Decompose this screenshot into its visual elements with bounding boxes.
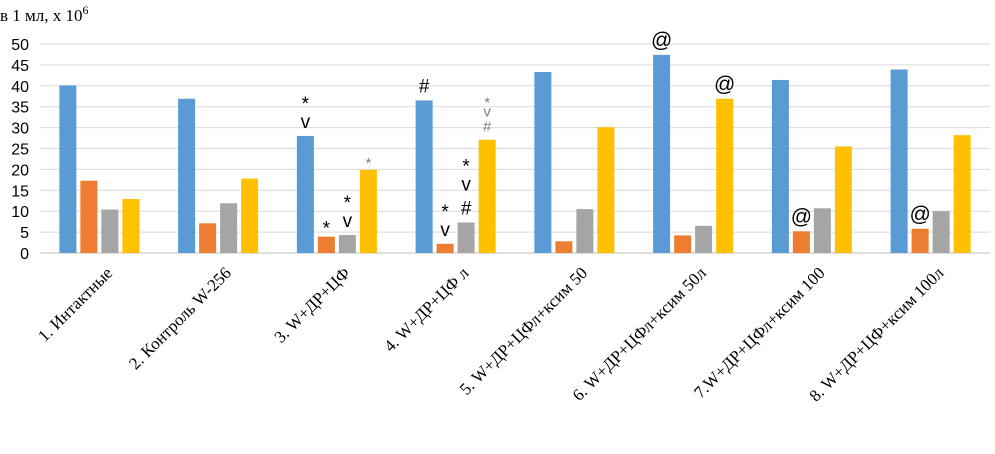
y-tick-label-0: 0: [20, 246, 29, 263]
bar-5-series-2: [555, 241, 573, 253]
bar-7-series-1: [771, 79, 789, 253]
bar-1-series-3: [101, 209, 119, 253]
bar-6-series-3: [695, 225, 713, 253]
y-tick-label-30: 30: [11, 121, 29, 138]
bars: [59, 54, 971, 254]
bar-6-series-1: [653, 54, 671, 254]
bar-8-series-4: [953, 135, 971, 253]
annotation-11-1: @: [791, 205, 812, 228]
bar-3-series-1: [296, 135, 314, 253]
bar-7-series-3: [813, 208, 831, 253]
x-category-label-7: 7.W+ДР+ЦФл+ксим 100: [690, 263, 829, 402]
bar-6-series-2: [674, 235, 692, 253]
annotation-3-1: v: [343, 211, 353, 232]
y-tick-label-5: 5: [20, 225, 29, 242]
x-category-label-8: 8. W+ДР+ЦФ+ксим 100л: [806, 263, 948, 405]
bar-2-series-4: [241, 178, 259, 253]
annotation-8-1: #: [483, 119, 492, 136]
y-tick-label-10: 10: [11, 204, 29, 221]
annotation-8-3: *: [484, 95, 490, 112]
x-category-label-6: 6. W+ДР+ЦФл+ксим 50л: [569, 263, 711, 405]
annotation-8-2: v: [483, 104, 491, 121]
y-tick-label-45: 45: [11, 58, 29, 75]
x-category-label-4: 4. W+ДР+ЦФ л: [380, 263, 473, 356]
annotation-1-1: v: [301, 112, 311, 133]
bar-2-series-2: [199, 223, 217, 253]
bar-1-series-2: [80, 180, 98, 253]
annotation-4-1: *: [365, 155, 371, 172]
annotation-7-3: *: [462, 156, 470, 177]
bar-8-series-3: [932, 211, 950, 253]
bar-3-series-2: [317, 236, 335, 253]
y-axis-label: в 1 мл, х 106: [0, 3, 89, 25]
bar-3-series-3: [338, 235, 356, 253]
significance-markers: v** v**#v* #v*#v*@@@ @: [301, 29, 931, 241]
annotation-9-1: @: [651, 29, 672, 52]
bar-1-series-1: [59, 85, 77, 254]
annotation-6-2: *: [441, 202, 449, 223]
bar-8-series-2: [911, 228, 929, 253]
grid-lines: [40, 43, 990, 254]
y-tick-labels: 0 5 10 15 20 25 30 35 40 45 50: [11, 37, 29, 263]
x-category-labels: 1. Интактные 2. Контроль W-256 3. W+ДР+ЦФ 4…: [34, 263, 948, 405]
bar-8-series-1: [890, 69, 908, 253]
y-axis-label-exponent: 6: [83, 3, 89, 17]
bar-7-series-2: [792, 231, 810, 253]
bar-1-series-4: [122, 199, 140, 253]
y-tick-label-40: 40: [11, 79, 29, 96]
bar-7-series-4: [834, 146, 852, 253]
bar-5-series-3: [576, 209, 594, 253]
bar-4-series-2: [436, 243, 454, 253]
bar-4-series-1: [415, 100, 433, 254]
bar-3-series-4: [359, 169, 377, 253]
annotation-3-2: *: [344, 193, 352, 214]
y-tick-label-25: 25: [11, 142, 29, 159]
x-category-label-5: 5. W+ДР+ЦФл+ксим 50: [456, 263, 591, 398]
x-category-label-1: 1. Интактные: [34, 263, 116, 345]
annotation-6-1: v: [440, 220, 450, 241]
bar-5-series-1: [534, 72, 552, 253]
y-axis-label-main: в 1 мл, х 10: [0, 6, 83, 25]
bar-4-series-3: [457, 222, 475, 253]
bar-4-series-4: [478, 139, 496, 253]
y-tick-label-35: 35: [11, 100, 29, 117]
bar-2-series-3: [220, 203, 238, 253]
annotation-10-1: @: [714, 73, 735, 96]
y-tick-label-20: 20: [11, 162, 29, 179]
x-category-label-3: 3. W+ДР+ЦФ: [270, 263, 353, 346]
annotation-7-1: #: [461, 198, 472, 219]
annotation-2-1: *: [323, 219, 331, 240]
annotation-7-2: v: [461, 174, 471, 195]
annotation-5-1: #: [419, 76, 430, 97]
x-category-label-2: 2. Контроль W-256: [125, 263, 235, 373]
bar-5-series-4: [597, 127, 615, 253]
y-tick-label-50: 50: [11, 37, 29, 54]
annotation-1-2: *: [302, 94, 310, 115]
annotation-12-1: @: [909, 203, 930, 226]
y-tick-label-15: 15: [11, 183, 29, 200]
bar-6-series-4: [716, 98, 734, 254]
bar-2-series-1: [178, 98, 196, 254]
